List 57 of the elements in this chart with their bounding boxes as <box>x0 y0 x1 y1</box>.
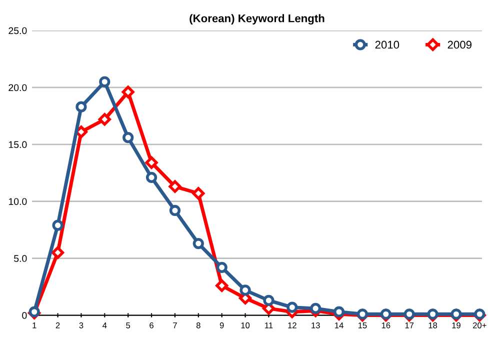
x-tick-label: 13 <box>312 322 320 328</box>
point <box>122 86 134 98</box>
point <box>450 308 462 320</box>
point <box>98 113 111 126</box>
point <box>76 101 87 112</box>
point <box>310 302 322 314</box>
point <box>216 262 228 273</box>
point <box>356 308 368 320</box>
x-tick-label: 19 <box>452 322 460 328</box>
x-tick-label: 3 <box>79 322 84 328</box>
x-tick-label: 12 <box>288 322 296 328</box>
x-tick-label: 1 <box>32 322 36 328</box>
y-tick-label: 25.0 <box>8 27 27 34</box>
x-tick-label: 5 <box>126 322 130 328</box>
point <box>145 156 158 169</box>
x-tick-label: 4 <box>102 322 107 328</box>
x-tick-label: 6 <box>150 322 154 328</box>
y-tick-label: 5.0 <box>14 255 27 262</box>
x-tick-label: 14 <box>335 322 344 328</box>
point <box>427 308 438 320</box>
point <box>51 246 64 259</box>
chart-title: (Korean) Keyword Length <box>190 14 324 25</box>
y-tick-label: 0 <box>22 312 27 319</box>
legend-label: 2010 <box>375 40 400 49</box>
point <box>169 204 181 216</box>
x-tick-label: 8 <box>196 322 200 328</box>
point <box>404 308 415 320</box>
x-tick-label: 15 <box>358 322 367 328</box>
point <box>192 238 204 250</box>
point <box>28 306 40 318</box>
y-tick-label: 15.0 <box>8 141 27 148</box>
y-tick-label: 20.0 <box>8 84 27 92</box>
point <box>52 220 64 231</box>
legend-label: 2009 <box>448 40 472 49</box>
x-tick-label: 18 <box>428 322 438 328</box>
y-tick-label: 10.0 <box>8 198 27 205</box>
point <box>474 308 486 320</box>
point <box>168 180 182 193</box>
point <box>286 302 298 313</box>
x-tick-label: 17 <box>405 322 414 328</box>
x-tick-label: 9 <box>220 322 224 328</box>
x-tick-label: 7 <box>173 322 177 328</box>
point <box>74 126 88 138</box>
point <box>146 172 158 184</box>
point <box>122 132 134 144</box>
x-tick-label: 11 <box>265 322 273 328</box>
point <box>192 187 205 200</box>
x-tick-label: 20+ <box>473 322 486 328</box>
x-tick-label: 2 <box>56 322 60 328</box>
x-tick-label: 10 <box>241 322 250 328</box>
point <box>263 294 274 306</box>
point <box>380 308 392 320</box>
point <box>216 279 228 292</box>
point <box>240 284 251 296</box>
point <box>99 76 110 88</box>
point <box>333 306 345 318</box>
x-tick-label: 16 <box>382 322 390 328</box>
